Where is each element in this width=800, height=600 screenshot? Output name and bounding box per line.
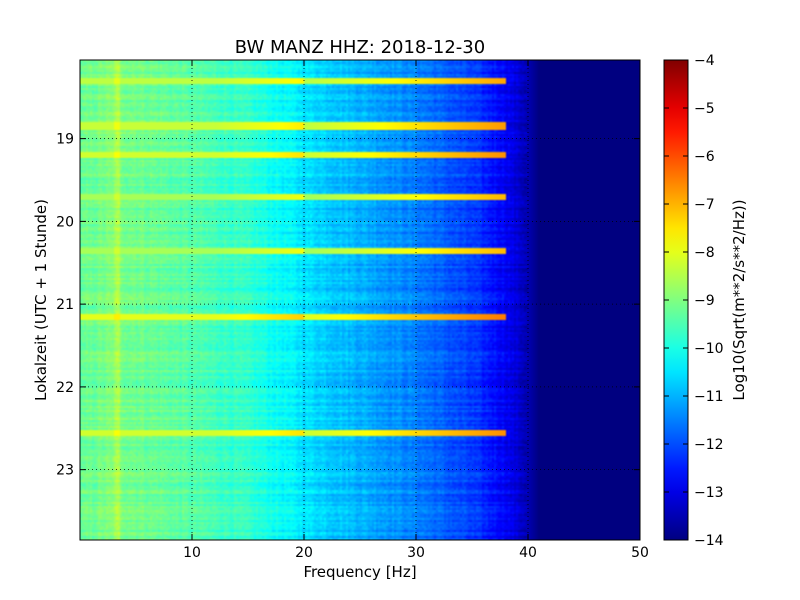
x-tick-label: 40 xyxy=(519,545,537,561)
y-tick-label: 21 xyxy=(56,297,74,313)
y-axis-label: Lokalzeit (UTC + 1 Stunde) xyxy=(32,199,50,401)
colorbar-tick-label: −10 xyxy=(694,341,724,357)
y-axis-ticks: 19 20 21 22 23 xyxy=(56,132,640,479)
y-tick-label: 20 xyxy=(56,214,74,230)
y-tick-label: 22 xyxy=(56,380,74,396)
colorbar-tick-label: −13 xyxy=(694,485,724,501)
plot-area: 10 20 30 40 50 19 20 21 22 23 xyxy=(56,59,649,561)
x-tick-label: 20 xyxy=(295,545,313,561)
colorbar-tick-label: −5 xyxy=(694,101,715,117)
x-tick-label: 50 xyxy=(631,545,649,561)
colorbar-label: Log10(Sqrt(m**2/s**2/Hz)) xyxy=(730,199,748,400)
plot-frame xyxy=(79,59,641,541)
colorbar-tick-label: −4 xyxy=(694,53,715,69)
colorbar-tick-label: −14 xyxy=(694,533,724,549)
grid-lines xyxy=(80,60,640,540)
x-tick-label: 30 xyxy=(407,545,425,561)
colorbar-tick-label: −9 xyxy=(694,293,715,309)
colorbar-tick-label: −11 xyxy=(694,389,724,405)
x-axis-label: Frequency [Hz] xyxy=(303,563,416,581)
y-tick-label: 19 xyxy=(56,132,74,148)
chart-title: BW MANZ HHZ: 2018-12-30 xyxy=(235,37,485,58)
colorbar-tick-label: −12 xyxy=(694,437,724,453)
colorbar-tick-label: −6 xyxy=(694,149,715,165)
x-tick-label: 10 xyxy=(183,545,201,561)
colorbar: −4 −5 −6 −7 −8 −9 −10 −11 −12 −13 −14 Log10(Sqrt(m… xyxy=(663,53,748,549)
y-tick-label: 23 xyxy=(56,463,74,479)
colorbar-tick-label: −8 xyxy=(694,245,715,261)
x-axis-ticks: 10 20 30 40 50 xyxy=(183,60,649,561)
colorbar-tick-label: −7 xyxy=(694,197,715,213)
heatmap-image xyxy=(80,60,640,540)
colorbar-ticks: −4 −5 −6 −7 −8 −9 −10 −11 −12 −13 −14 xyxy=(664,53,724,549)
